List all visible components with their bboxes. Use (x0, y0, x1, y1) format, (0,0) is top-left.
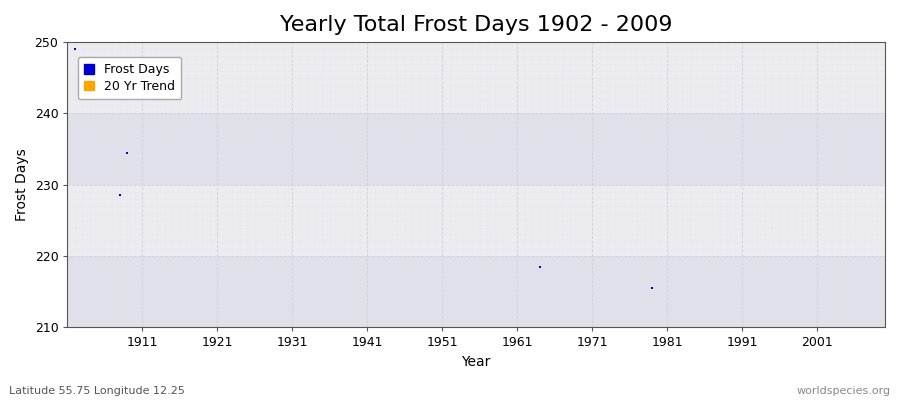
Bar (68, 114, 885, 185)
Bar (68, 185, 885, 256)
X-axis label: Year: Year (462, 355, 490, 369)
Bar (68, 42, 885, 114)
Y-axis label: Frost Days: Frost Days (15, 148, 29, 221)
Bar (68, 256, 885, 328)
Legend: Frost Days, 20 Yr Trend: Frost Days, 20 Yr Trend (77, 57, 181, 99)
Title: Yearly Total Frost Days 1902 - 2009: Yearly Total Frost Days 1902 - 2009 (280, 15, 672, 35)
Text: worldspecies.org: worldspecies.org (796, 386, 891, 396)
Text: Latitude 55.75 Longitude 12.25: Latitude 55.75 Longitude 12.25 (9, 386, 184, 396)
